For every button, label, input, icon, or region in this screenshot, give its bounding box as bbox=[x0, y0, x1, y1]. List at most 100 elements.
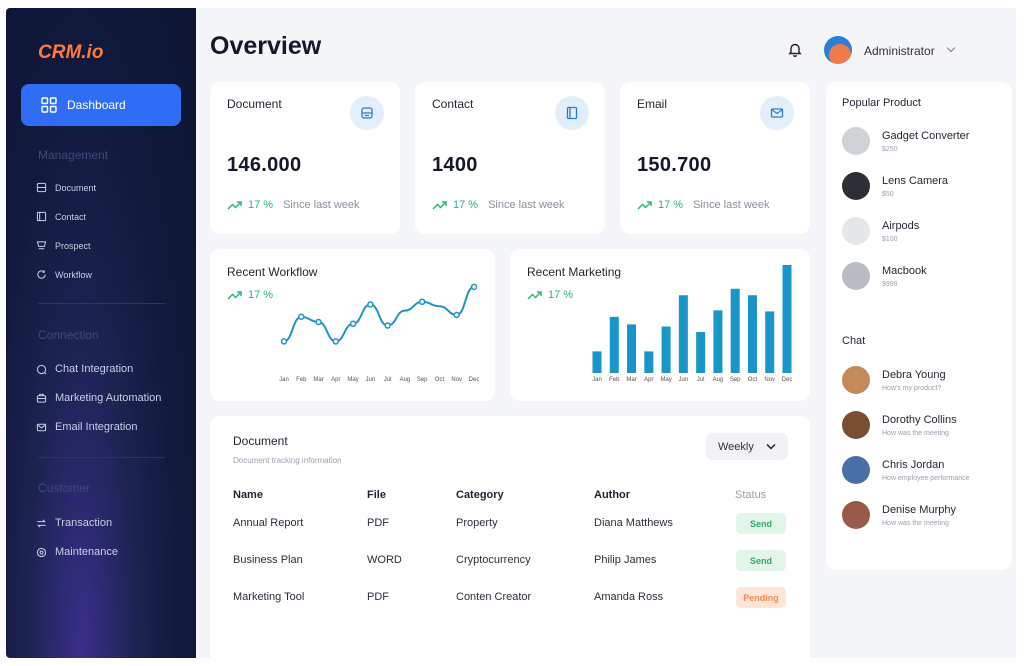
product-item[interactable]: Macbook $999 bbox=[842, 262, 927, 290]
stat-card-contact: Contact 1400 17 % Since last week bbox=[415, 82, 605, 234]
avatar bbox=[842, 411, 870, 439]
chat-name: Denise Murphy bbox=[882, 503, 956, 516]
trend-up-icon bbox=[527, 291, 542, 300]
chat-title: Chat bbox=[842, 335, 866, 347]
dropdown-value: Weekly bbox=[718, 440, 754, 453]
chart-title: Recent Workflow bbox=[227, 265, 318, 279]
sidebar-item-label: Contact bbox=[55, 211, 87, 222]
x-tick-label: Dec bbox=[782, 377, 793, 383]
contact-icon bbox=[36, 211, 47, 222]
trend-since: Since last week bbox=[283, 199, 360, 211]
right-panel: Popular Product Gadget Converter $250 Len… bbox=[826, 82, 1012, 570]
chat-item[interactable]: Denise Murphy How was the meeting bbox=[842, 501, 956, 529]
avatar bbox=[842, 366, 870, 394]
x-tick-label: Jun bbox=[679, 377, 689, 383]
x-tick-label: Jul bbox=[384, 377, 392, 383]
product-item[interactable]: Gadget Converter $250 bbox=[842, 127, 969, 155]
column-header-file: File bbox=[367, 489, 386, 501]
user-name[interactable]: Administrator bbox=[864, 44, 935, 58]
cell-author: Diana Matthews bbox=[594, 517, 673, 529]
bar bbox=[661, 326, 671, 373]
stat-label: Document bbox=[227, 97, 282, 111]
cell-file: PDF bbox=[367, 517, 389, 529]
marketing-bar-chart: Jan Feb Mar Apr May Jun Jul Aug Sep Oct Nov Dec bbox=[592, 265, 793, 383]
divider bbox=[38, 457, 165, 458]
cell-category: Property bbox=[456, 517, 498, 529]
column-header-status: Status bbox=[735, 489, 767, 501]
email-icon bbox=[36, 423, 47, 431]
section-title-connection: Connection bbox=[38, 328, 99, 342]
data-point bbox=[298, 313, 305, 321]
product-name: Lens Camera bbox=[882, 174, 949, 187]
chat-name: Chris Jordan bbox=[882, 458, 945, 471]
x-tick-label: Apr bbox=[644, 377, 653, 383]
x-tick-label: Aug bbox=[713, 377, 724, 383]
product-thumbnail bbox=[842, 172, 870, 200]
stat-card-email: Email 150.700 17 % Since last week bbox=[620, 82, 810, 234]
document-icon bbox=[36, 182, 47, 193]
x-tick-label: Aug bbox=[400, 377, 411, 383]
cell-name: Marketing Tool bbox=[233, 591, 305, 603]
product-name: Airpods bbox=[882, 219, 920, 232]
sidebar-item-document[interactable]: Document bbox=[36, 182, 96, 193]
weekly-filter-dropdown[interactable]: Weekly bbox=[706, 433, 788, 460]
stat-card-document: Document 146.000 17 % Since last week bbox=[210, 82, 400, 234]
notification-bell-icon[interactable] bbox=[788, 42, 802, 57]
x-tick-label: Sep bbox=[417, 377, 428, 383]
sidebar-item-prospect[interactable]: Prospect bbox=[36, 240, 91, 251]
chart-trend: 17 % bbox=[227, 289, 273, 301]
sidebar-item-maintenance[interactable]: Maintenance bbox=[36, 546, 118, 558]
bar bbox=[592, 351, 602, 373]
app-logo: CRM.io bbox=[38, 42, 104, 63]
product-name: Macbook bbox=[882, 264, 927, 277]
table-subtitle: Document tracking information bbox=[233, 456, 342, 465]
chat-item[interactable]: Chris Jordan How employee performance bbox=[842, 456, 970, 484]
sidebar: CRM.io Dashboard Management Document Con… bbox=[6, 8, 196, 658]
sidebar-item-marketing-automation[interactable]: Marketing Automation bbox=[36, 392, 161, 404]
trend-up-icon bbox=[432, 201, 447, 210]
chat-item[interactable]: Dorothy Collins How was the meeting bbox=[842, 411, 957, 439]
product-price: $100 bbox=[882, 235, 898, 243]
product-price: $999 bbox=[882, 280, 898, 288]
bar bbox=[644, 351, 654, 373]
sidebar-item-email-integration[interactable]: Email Integration bbox=[36, 421, 138, 433]
chat-item[interactable]: Debra Young How's my product? bbox=[842, 366, 946, 394]
chat-message: How employee performance bbox=[882, 474, 970, 482]
page-title: Overview bbox=[210, 32, 322, 60]
sidebar-item-transaction[interactable]: Transaction bbox=[36, 517, 112, 529]
sidebar-item-dashboard[interactable]: Dashboard bbox=[21, 84, 181, 126]
chevron-down-icon[interactable] bbox=[946, 46, 956, 53]
column-header-category: Category bbox=[456, 489, 504, 501]
product-item[interactable]: Lens Camera $50 bbox=[842, 172, 948, 200]
data-point bbox=[367, 301, 374, 308]
x-tick-label: Feb bbox=[296, 377, 307, 383]
table-title: Document bbox=[233, 434, 288, 448]
sidebar-item-workflow[interactable]: Workflow bbox=[36, 269, 92, 280]
stat-value: 1400 bbox=[432, 154, 478, 176]
sidebar-item-label: Chat Integration bbox=[55, 363, 134, 375]
product-thumbnail bbox=[842, 217, 870, 245]
avatar[interactable] bbox=[824, 36, 852, 64]
marketing-chart-card: Jan Feb Mar Apr May Jun Jul Aug Sep Oct Nov Dec Rec… bbox=[510, 249, 810, 401]
bar bbox=[713, 310, 723, 373]
product-thumbnail bbox=[842, 262, 870, 290]
bar bbox=[747, 295, 757, 373]
data-point bbox=[280, 338, 288, 345]
bar bbox=[678, 295, 688, 373]
maintenance-icon bbox=[36, 547, 47, 557]
trend-up-icon bbox=[227, 201, 242, 210]
product-item[interactable]: Airpods $100 bbox=[842, 217, 919, 245]
sidebar-item-chat-integration[interactable]: Chat Integration bbox=[36, 363, 133, 375]
divider bbox=[38, 303, 165, 304]
sidebar-item-contact[interactable]: Contact bbox=[36, 211, 86, 222]
dashboard-icon bbox=[41, 97, 57, 113]
sidebar-item-label: Marketing Automation bbox=[55, 392, 162, 404]
column-header-name: Name bbox=[233, 489, 263, 501]
main-content: Overview Administrator Document 146.000 … bbox=[196, 8, 1016, 658]
chat-name: Debra Young bbox=[882, 368, 946, 381]
cell-author: Philip James bbox=[594, 554, 657, 566]
trend-up-icon bbox=[227, 291, 242, 300]
workflow-line-chart: Jan Feb Mar Apr May Jun Jul Aug Sep Oct Nov Dec bbox=[279, 283, 479, 383]
workflow-icon bbox=[37, 270, 46, 279]
cell-category: Cryptocurrency bbox=[456, 554, 531, 566]
